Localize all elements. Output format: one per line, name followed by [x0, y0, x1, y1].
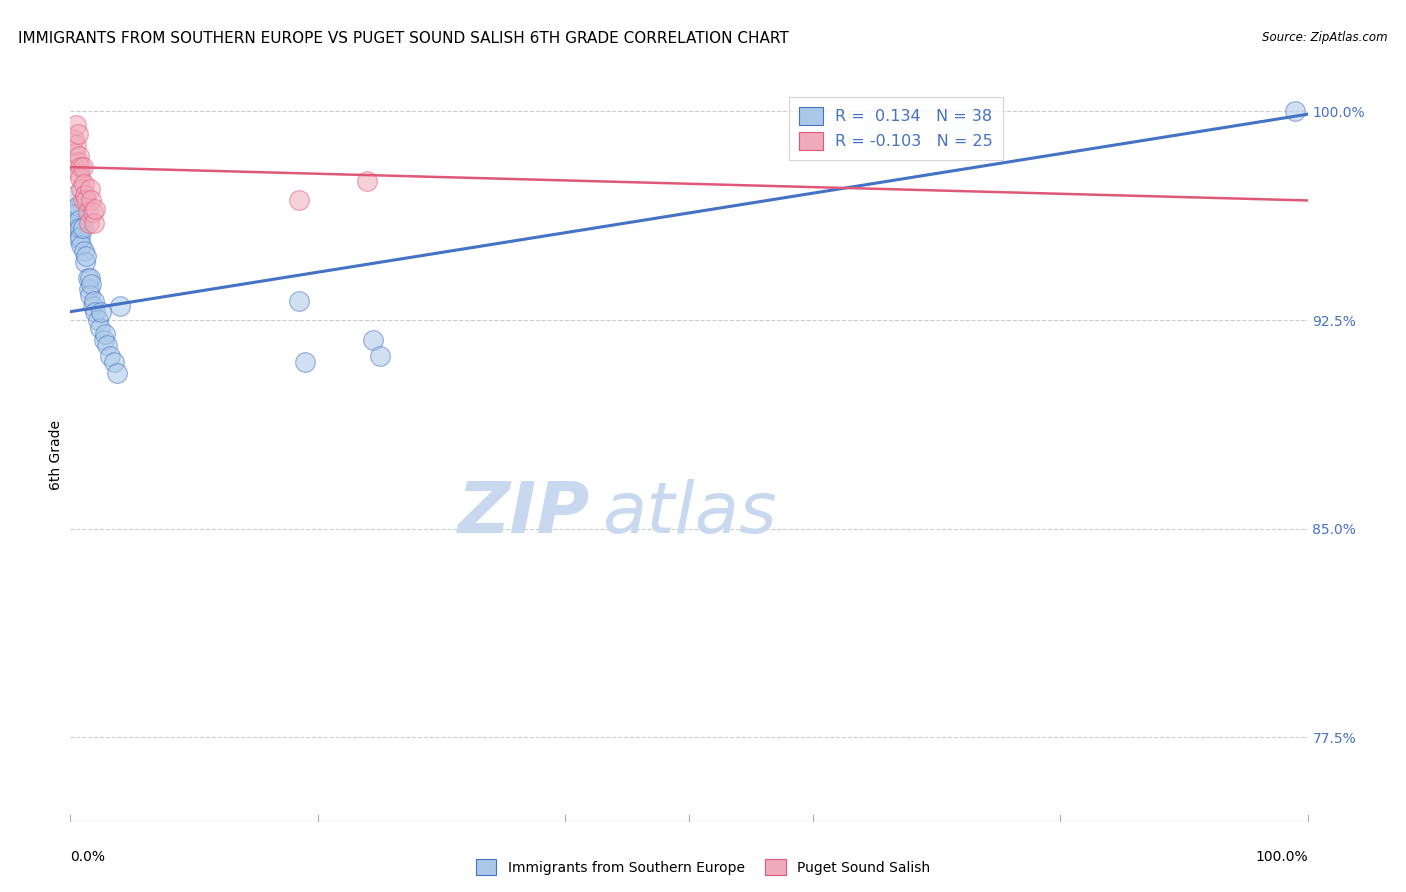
Point: [72, 160, 94, 174]
Point: [65, 216, 87, 230]
Point: [108, 299, 131, 313]
Point: [98, 349, 121, 363]
Point: [65, 137, 87, 152]
Point: [1284, 104, 1306, 119]
Text: ZIP: ZIP: [458, 479, 591, 548]
Point: [66, 127, 89, 141]
Point: [93, 333, 115, 347]
Point: [75, 194, 97, 208]
Point: [84, 304, 107, 318]
Point: [65, 119, 87, 133]
Point: [77, 216, 100, 230]
Point: [69, 171, 91, 186]
Point: [363, 333, 385, 347]
Point: [75, 254, 97, 268]
Point: [294, 355, 316, 369]
Point: [83, 293, 105, 308]
Point: [65, 146, 87, 161]
Point: [66, 199, 89, 213]
Point: [82, 204, 104, 219]
Point: [84, 202, 107, 216]
Point: [67, 232, 90, 246]
Legend: Immigrants from Southern Europe, Puget Sound Salish: Immigrants from Southern Europe, Puget S…: [470, 854, 936, 880]
Point: [75, 187, 97, 202]
Point: [90, 304, 112, 318]
Point: [94, 326, 117, 341]
Point: [69, 229, 91, 244]
Point: [75, 249, 97, 263]
Point: [83, 216, 105, 230]
Point: [65, 207, 87, 221]
Point: [79, 271, 101, 285]
Point: [86, 313, 108, 327]
Point: [89, 321, 111, 335]
Point: [66, 154, 89, 169]
Point: [67, 213, 90, 227]
Point: [76, 204, 98, 219]
Text: 100.0%: 100.0%: [1256, 850, 1308, 863]
Point: [105, 366, 128, 380]
Point: [77, 282, 100, 296]
Point: [69, 160, 91, 174]
Text: 0.0%: 0.0%: [70, 850, 105, 863]
Point: [66, 221, 89, 235]
Point: [70, 182, 93, 196]
Text: atlas: atlas: [602, 479, 778, 548]
Point: [356, 174, 378, 188]
Point: [96, 338, 118, 352]
Point: [72, 194, 94, 208]
Point: [103, 355, 125, 369]
Point: [63, 202, 86, 216]
Point: [76, 271, 98, 285]
Point: [73, 177, 96, 191]
Point: [79, 182, 101, 196]
Point: [368, 349, 391, 363]
Point: [70, 238, 93, 252]
Point: [79, 288, 101, 302]
Point: [82, 299, 104, 313]
Text: IMMIGRANTS FROM SOUTHERN EUROPE VS PUGET SOUND SALISH 6TH GRADE CORRELATION CHAR: IMMIGRANTS FROM SOUTHERN EUROPE VS PUGET…: [18, 31, 789, 46]
Legend: R =  0.134   N = 38, R = -0.103   N = 25: R = 0.134 N = 38, R = -0.103 N = 25: [789, 97, 1002, 160]
Point: [288, 293, 311, 308]
Point: [80, 277, 103, 291]
Point: [69, 221, 91, 235]
Point: [80, 194, 103, 208]
Point: [65, 187, 87, 202]
Point: [67, 149, 90, 163]
Point: [288, 194, 311, 208]
Point: [73, 244, 96, 258]
Y-axis label: 6th Grade: 6th Grade: [49, 420, 63, 490]
Point: [72, 221, 94, 235]
Point: [63, 132, 86, 146]
Point: [67, 166, 90, 180]
Text: Source: ZipAtlas.com: Source: ZipAtlas.com: [1263, 31, 1388, 45]
